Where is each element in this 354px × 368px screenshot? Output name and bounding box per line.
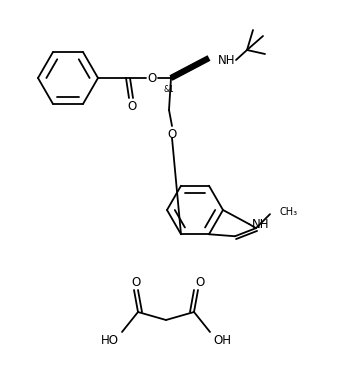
Text: OH: OH xyxy=(213,333,231,347)
Text: O: O xyxy=(167,127,177,141)
Text: NH: NH xyxy=(252,217,270,230)
Text: HO: HO xyxy=(101,333,119,347)
Text: CH₃: CH₃ xyxy=(280,207,298,217)
Text: NH: NH xyxy=(218,53,236,67)
Text: &1: &1 xyxy=(164,85,175,95)
Text: O: O xyxy=(147,71,156,85)
Text: O: O xyxy=(131,276,141,289)
Text: O: O xyxy=(127,99,137,113)
Text: O: O xyxy=(195,276,205,289)
